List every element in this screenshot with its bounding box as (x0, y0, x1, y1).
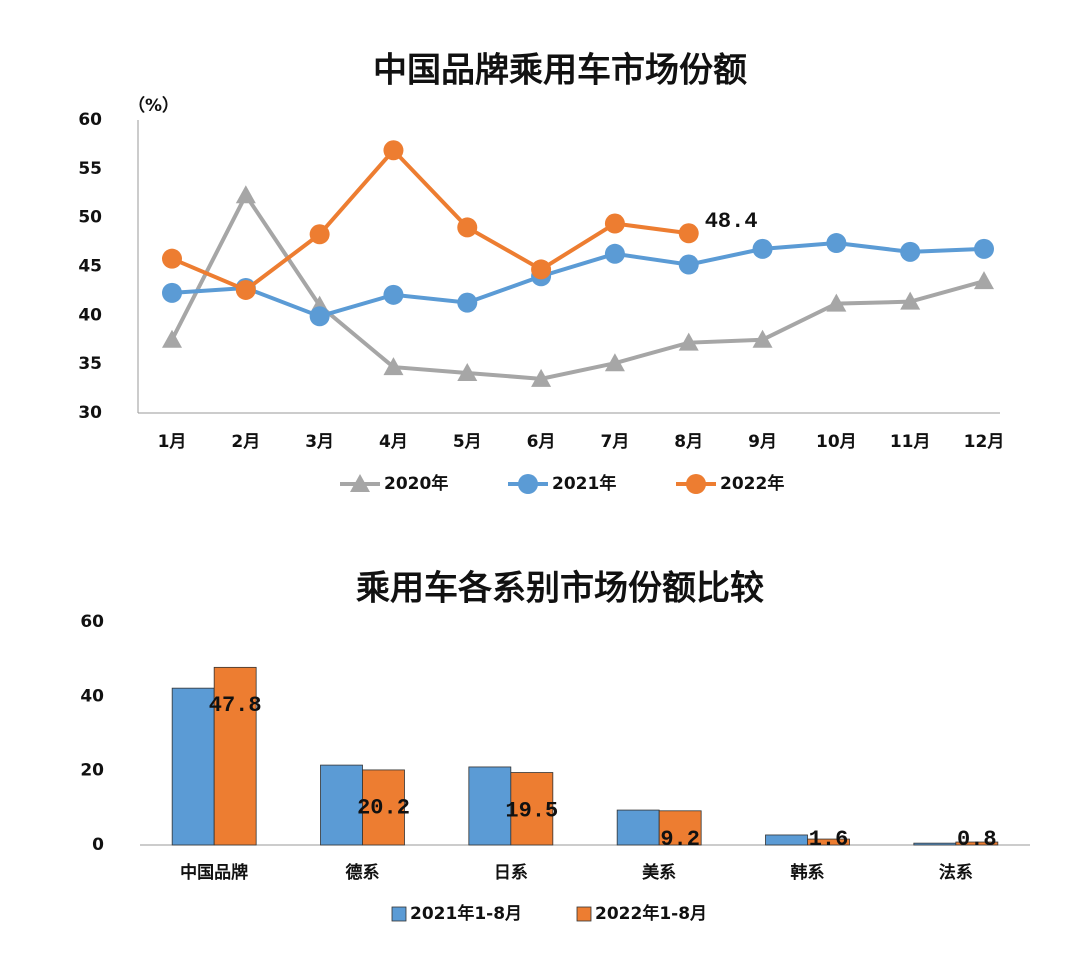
point (900, 291, 921, 310)
x-tick-label: 3月 (305, 432, 334, 452)
point (826, 233, 847, 254)
point (752, 238, 773, 259)
point (383, 357, 404, 376)
point (457, 362, 478, 381)
bar (913, 842, 957, 846)
y-tick-label: 35 (78, 354, 102, 374)
y-tick-label: 20 (80, 761, 104, 781)
point (235, 185, 256, 204)
x-tick-label: 10月 (816, 432, 857, 452)
point (604, 213, 625, 234)
legend-label: 2021年 (552, 473, 616, 494)
y-tick-label: 0 (92, 835, 104, 855)
point (604, 353, 625, 372)
y-tick-label: 50 (78, 208, 102, 228)
data-label: 1.6 (809, 827, 849, 852)
point (162, 329, 182, 348)
point (604, 243, 625, 264)
x-tick-label: 7月 (600, 432, 629, 452)
bar (362, 769, 405, 846)
x-tick-label: 6月 (527, 432, 556, 452)
x-tick-label: 1月 (158, 432, 187, 452)
bar (213, 666, 257, 846)
x-tick-label: 8月 (674, 432, 703, 452)
x-tick-label: 德系 (346, 862, 380, 883)
point (900, 241, 921, 262)
chart-title: 中国品牌乘用车市场份额 (373, 51, 747, 91)
data-label: 0.8 (957, 827, 997, 852)
point (457, 292, 478, 313)
y-tick-label: 40 (80, 686, 104, 706)
legend-label: 2022年 (720, 473, 784, 494)
point (531, 368, 552, 387)
x-tick-label: 11月 (890, 432, 931, 452)
y-tick-label: 30 (78, 403, 102, 423)
line (170, 191, 985, 381)
legend-swatch (391, 906, 407, 922)
legend-label: 2020年 (384, 473, 448, 494)
legend-marker (350, 474, 370, 492)
bar (171, 687, 215, 846)
x-tick-label: 12月 (964, 432, 1005, 452)
bar (658, 810, 702, 846)
point (235, 279, 256, 300)
x-tick-label: 中国品牌 (180, 862, 248, 883)
point (678, 223, 699, 244)
x-tick-label: 5月 (453, 432, 482, 452)
point (309, 306, 330, 327)
x-tick-label: 日系 (494, 863, 528, 883)
x-tick-label: 韩系 (791, 862, 825, 883)
x-tick-label: 法系 (939, 862, 973, 883)
data-label: 48.4 (705, 209, 758, 234)
x-tick-label: 2月 (231, 432, 260, 452)
point (162, 282, 182, 303)
point (974, 271, 994, 290)
bar (510, 772, 554, 846)
point (309, 224, 330, 245)
y-tick-label: 55 (78, 159, 102, 179)
data-label: 47.8 (209, 693, 262, 718)
y-tick-label: 40 (78, 305, 102, 325)
line (171, 241, 985, 319)
point (457, 217, 478, 238)
bar (616, 809, 660, 846)
axis-label: （%） (128, 95, 179, 116)
bar (765, 834, 808, 846)
y-tick-label: 45 (78, 257, 102, 277)
line (171, 147, 689, 293)
x-tick-label: 美系 (642, 862, 676, 883)
point (383, 140, 404, 161)
point (678, 254, 699, 275)
data-label: 9.2 (660, 827, 700, 852)
x-tick-label: 9月 (748, 432, 777, 452)
point (531, 259, 552, 280)
data-label: 20.2 (357, 796, 410, 821)
bar (807, 838, 850, 846)
point (162, 248, 182, 269)
y-tick-label: 60 (80, 612, 104, 632)
legend-label: 2022年1-8月 (595, 903, 707, 924)
point (678, 332, 699, 351)
legend-label: 2021年1-8月 (410, 903, 522, 924)
x-tick-label: 4月 (379, 432, 408, 452)
legend-marker (686, 474, 706, 494)
point (974, 238, 994, 259)
legend-swatch (576, 906, 592, 922)
y-tick-label: 60 (78, 110, 102, 130)
chart-title: 乘用车各系别市场份额比较 (356, 569, 764, 609)
point (752, 329, 773, 348)
bar (955, 841, 999, 846)
legend-marker (518, 474, 538, 494)
point (826, 293, 847, 312)
bar (320, 764, 363, 846)
point (383, 284, 404, 305)
data-label: 19.5 (505, 798, 558, 823)
